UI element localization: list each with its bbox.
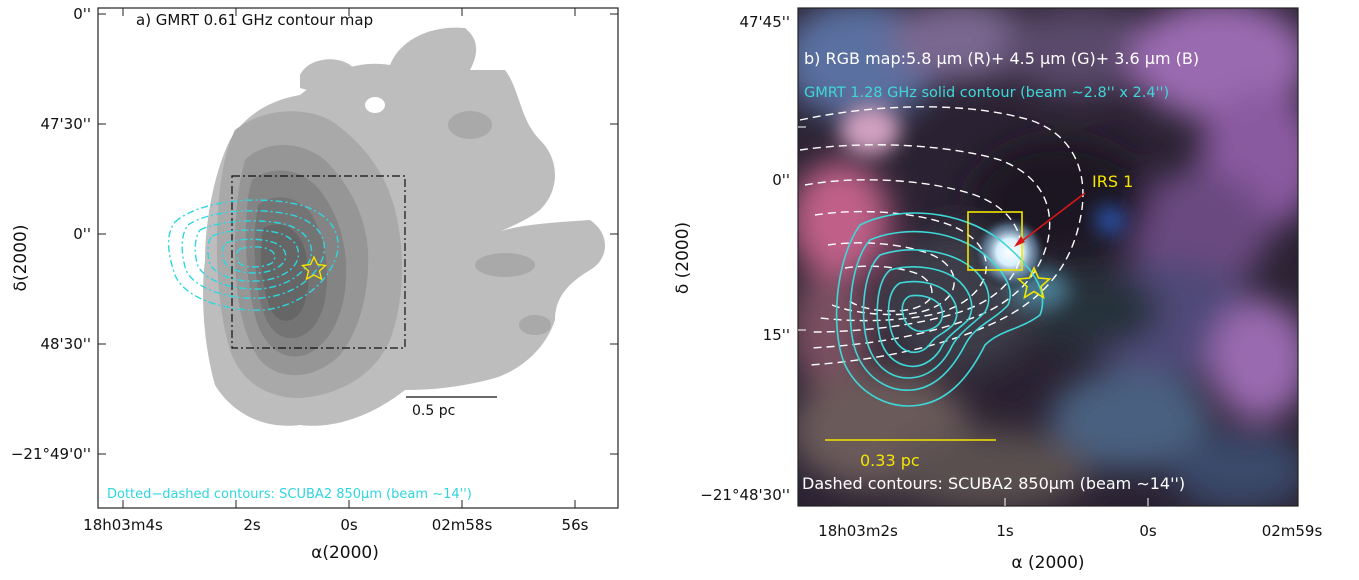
scuba2-contours <box>167 199 339 311</box>
panel-b-frame <box>797 7 1299 507</box>
panel-b-y-title: δ (2000) <box>673 222 693 294</box>
panel-b-x-title: α (2000) <box>1011 553 1084 573</box>
panel-a-radio-contours <box>167 27 606 426</box>
panel-a-scale-label: 0.5 pc <box>412 403 455 419</box>
panel-b-x-tick-label: 18h03m2s <box>818 522 898 540</box>
panel-a-x-tick-label: 02m58s <box>432 516 493 534</box>
panel-b-x-tick-label: 1s <box>996 522 1014 540</box>
panel-a-y-tick-label: 47'30'' <box>40 115 91 133</box>
panel-a-y-tick-label: 48'30'' <box>40 335 91 353</box>
panel-a-x-tick-label: 2s <box>243 516 261 534</box>
panel-a-x-tick-label: 56s <box>562 516 589 534</box>
panel-a-title: a) GMRT 0.61 GHz contour map <box>136 11 373 29</box>
star-marker-icon <box>1016 266 1052 300</box>
radio-contour-level-6 <box>260 224 309 321</box>
panel-a-y-title: δ(2000) <box>11 225 31 292</box>
panel-a-legend: Dotted−dashed contours: SCUBA2 850μm (be… <box>107 487 472 502</box>
panel-b-x-tick-label: 0s <box>1139 522 1157 540</box>
panel-a-ticks <box>98 8 618 508</box>
radio-patch <box>448 111 492 139</box>
panel-a-y-tick-label: 0'' <box>73 225 91 243</box>
radio-patch <box>519 315 551 335</box>
radio-patch <box>475 253 535 277</box>
zoom-box <box>231 175 406 349</box>
panel-b-x-tick-label: 02m59s <box>1262 522 1323 540</box>
panel-b-ticks <box>798 126 1149 506</box>
panel-a-x-title: α(2000) <box>311 543 379 563</box>
panel-a-x-tick-label: 0s <box>340 516 358 534</box>
panel-a-x-tick-label: 18h03m4s <box>83 516 163 534</box>
star-marker-icon <box>300 255 328 281</box>
panel-b-y-tick-label: 15'' <box>763 326 790 344</box>
panel-b-title: b) RGB map:5.8 μm (R)+ 4.5 μm (G)+ 3.6 μ… <box>804 49 1199 68</box>
panel-b-scale-label: 0.33 pc <box>860 451 920 470</box>
gmrt-solid-contours <box>835 212 1044 407</box>
radio-contour-lobe <box>300 59 355 91</box>
panel-b-y-tick-label: 0'' <box>772 171 790 189</box>
panel-b-source-label: IRS 1 <box>1092 172 1133 191</box>
panel-a-y-tick-label: 0'' <box>73 5 91 23</box>
panel-a-y-tick-label: −21°49'0'' <box>11 445 91 463</box>
panel-b-rgb-image <box>798 8 1298 506</box>
irs1-arrow <box>1017 192 1086 245</box>
panel-b-y-tick-label: 47'45'' <box>739 13 790 31</box>
panel-b-legend: Dashed contours: SCUBA2 850μm (beam ∼14'… <box>802 474 1185 493</box>
radio-hole <box>365 97 385 113</box>
panel-a: a) GMRT 0.61 GHz contour map 0.5 pc Dott… <box>11 5 619 563</box>
panel-b-y-tick-label: −21°48'30'' <box>700 486 790 504</box>
arrow-head-icon <box>1014 236 1025 247</box>
panel-b-contour-label: GMRT 1.28 GHz solid contour (beam ∼2.8''… <box>804 85 1169 101</box>
panel-b: b) RGB map:5.8 μm (R)+ 4.5 μm (G)+ 3.6 μ… <box>673 7 1323 573</box>
